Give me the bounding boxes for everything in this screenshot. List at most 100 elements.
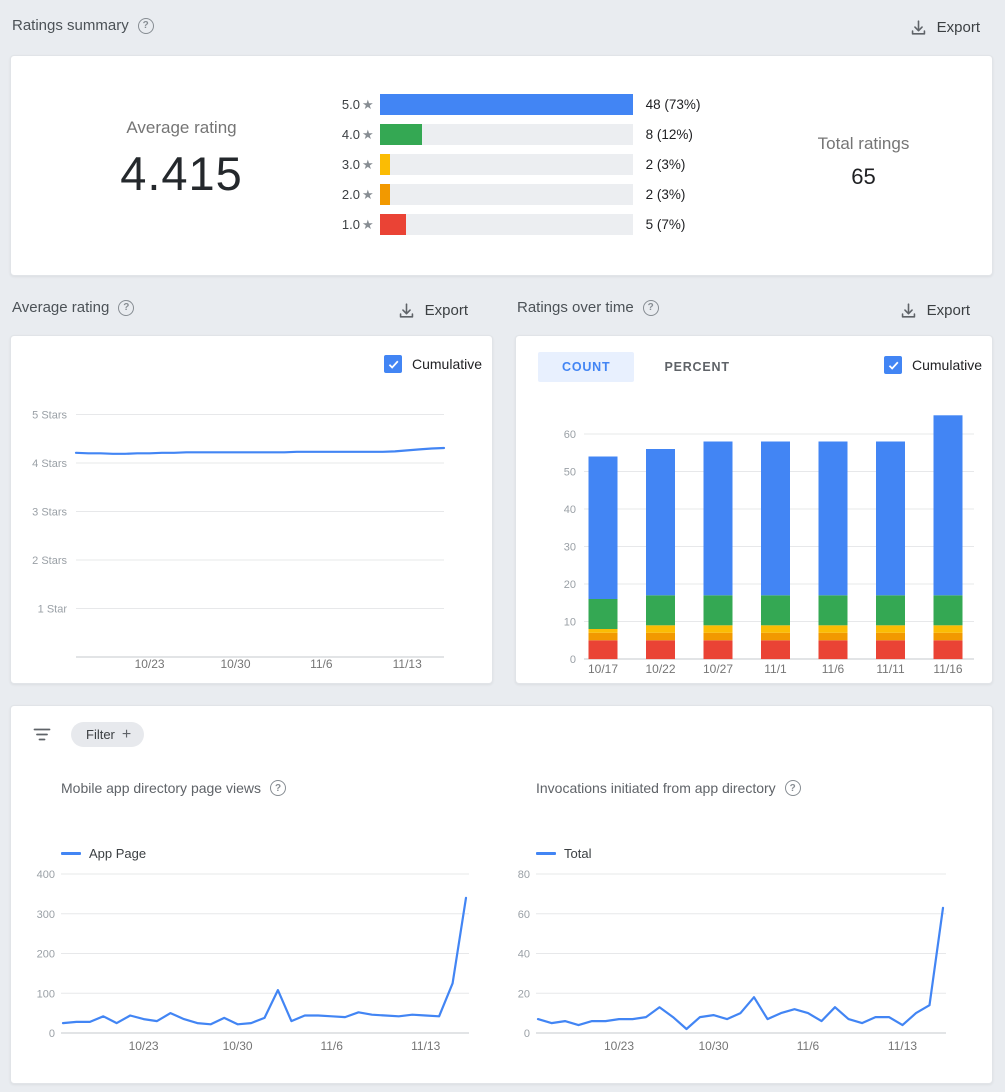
ratings-over-time-export-button[interactable]: Export: [897, 297, 972, 324]
svg-text:10/17: 10/17: [588, 662, 618, 676]
invocations-title-row: Invocations initiated from app directory…: [536, 780, 801, 796]
svg-text:60: 60: [564, 429, 576, 441]
rating-bar-track: [379, 124, 633, 145]
filter-icon[interactable]: [29, 723, 55, 746]
rating-row: 2.0 ★ 2 (3%): [336, 184, 700, 205]
rating-bar-fill: [379, 154, 391, 175]
svg-text:3 Stars: 3 Stars: [32, 507, 67, 519]
cumulative-checkbox-row[interactable]: Cumulative: [884, 356, 982, 374]
total-ratings-value: 65: [851, 164, 876, 189]
rating-bar-fill: [379, 214, 406, 235]
svg-text:11/11: 11/11: [876, 662, 905, 676]
download-icon: [397, 301, 416, 320]
rating-count-label: 2 (3%): [645, 187, 686, 202]
help-icon[interactable]: ?: [137, 17, 154, 34]
rating-bar-track: [379, 214, 633, 235]
svg-text:60: 60: [518, 909, 530, 921]
svg-text:11/6: 11/6: [797, 1039, 820, 1053]
filter-chip[interactable]: Filter +: [71, 722, 145, 747]
ratings-over-time-section-title: Ratings over time: [517, 299, 634, 316]
svg-text:40: 40: [518, 949, 530, 961]
rating-count-label: 8 (12%): [645, 127, 693, 142]
rating-bar-track: [379, 94, 633, 115]
svg-text:10/30: 10/30: [223, 1039, 253, 1053]
ratings-over-time-chart-card: COUNT PERCENT Cumulative 0 10 20 30 40 50 60 10…: [515, 335, 993, 684]
svg-text:11/1: 11/1: [764, 662, 787, 676]
download-icon: [899, 301, 918, 320]
tab-percent[interactable]: PERCENT: [664, 360, 730, 374]
filter-bar: Filter +: [29, 722, 145, 747]
svg-text:0: 0: [524, 1028, 530, 1040]
rating-count-label: 2 (3%): [645, 157, 686, 172]
svg-text:300: 300: [37, 909, 55, 921]
help-icon[interactable]: ?: [642, 299, 659, 316]
svg-text:0: 0: [49, 1028, 55, 1040]
average-rating-block: Average rating 4.415: [59, 118, 304, 201]
svg-text:11/13: 11/13: [888, 1039, 917, 1053]
star-icon: ★: [362, 97, 374, 112]
svg-text:1 Star: 1 Star: [38, 604, 68, 616]
cumulative-checkbox-row[interactable]: Cumulative: [384, 355, 482, 373]
average-rating-label: Average rating: [126, 118, 237, 137]
directory-metrics-card: Filter + Mobile app directory page views…: [10, 705, 993, 1084]
svg-text:50: 50: [564, 467, 576, 479]
help-icon[interactable]: ?: [270, 780, 286, 796]
svg-text:11/6: 11/6: [310, 657, 333, 671]
rating-row: 4.0 ★ 8 (12%): [336, 124, 700, 145]
tab-count[interactable]: COUNT: [538, 352, 635, 382]
svg-text:4 Stars: 4 Stars: [32, 458, 67, 470]
average-rating-section-title: Average rating: [12, 299, 110, 316]
rating-label: 3.0: [341, 157, 360, 172]
filter-chip-label: Filter: [86, 727, 115, 742]
page-views-title: Mobile app directory page views: [61, 780, 261, 796]
page-views-title-row: Mobile app directory page views ?: [61, 780, 286, 796]
svg-text:11/13: 11/13: [411, 1039, 440, 1053]
svg-text:20: 20: [518, 988, 530, 1000]
ratings-summary-header: Ratings summary ?: [12, 17, 154, 34]
rating-count-label: 5 (7%): [645, 217, 686, 232]
star-icon: ★: [362, 157, 374, 172]
invocations-legend: Total: [536, 846, 591, 861]
star-icon: ★: [362, 187, 374, 202]
count-percent-tabs: COUNT PERCENT: [538, 352, 754, 382]
rating-bar-track: [379, 184, 633, 205]
average-rating-export-button[interactable]: Export: [395, 297, 470, 324]
help-icon[interactable]: ?: [784, 780, 801, 796]
svg-text:80: 80: [518, 869, 530, 881]
average-rating-line-chart: 1 Star 2 Stars 3 Stars 4 Stars 5 Stars 10/23 1…: [32, 410, 446, 671]
svg-text:10/23: 10/23: [135, 657, 165, 671]
legend-label: Total: [564, 846, 592, 861]
help-icon[interactable]: ?: [118, 299, 135, 316]
svg-text:11/6: 11/6: [320, 1039, 343, 1053]
page-views-legend: App Page: [61, 846, 146, 861]
ratings-over-time-bar-chart: 0 10 20 30 40 50 60 10/17 10/22 10/27 11/1 11/6 11/1…: [564, 415, 974, 676]
export-label: Export: [936, 19, 980, 36]
cumulative-checkbox[interactable]: [384, 355, 402, 373]
svg-text:200: 200: [37, 949, 55, 961]
rating-bar-fill: [379, 94, 633, 115]
svg-text:100: 100: [37, 988, 55, 1000]
svg-text:20: 20: [564, 579, 576, 591]
rating-bar-fill: [379, 124, 422, 145]
star-icon: ★: [362, 127, 374, 142]
export-label: Export: [424, 302, 468, 319]
rating-label: 4.0: [341, 127, 360, 142]
ratings-summary-export-button[interactable]: Export: [907, 14, 982, 41]
cumulative-checkbox-label: Cumulative: [912, 357, 983, 373]
ratings-summary-card: Average rating 4.415 5.0 ★ 48 (73%) 4.0 ★ 8 (…: [10, 55, 993, 276]
average-rating-section-header: Average rating ?: [12, 299, 135, 316]
svg-text:11/6: 11/6: [822, 662, 845, 676]
svg-text:10/22: 10/22: [645, 662, 675, 676]
total-ratings-label: Total ratings: [817, 134, 910, 153]
rating-label: 1.0: [341, 217, 360, 232]
invocations-title: Invocations initiated from app directory: [536, 780, 776, 796]
star-icon: ★: [362, 217, 374, 232]
rating-bar-track: [379, 154, 633, 175]
svg-text:10/30: 10/30: [220, 657, 250, 671]
svg-text:10/27: 10/27: [703, 662, 733, 676]
invocations-line-chart: 0 20 40 60 80 10/23 10/30 11/6 11/13: [518, 869, 946, 1053]
cumulative-checkbox[interactable]: [884, 356, 902, 374]
rating-label: 5.0: [341, 97, 360, 112]
svg-text:30: 30: [564, 542, 576, 554]
rating-row: 3.0 ★ 2 (3%): [336, 154, 700, 175]
